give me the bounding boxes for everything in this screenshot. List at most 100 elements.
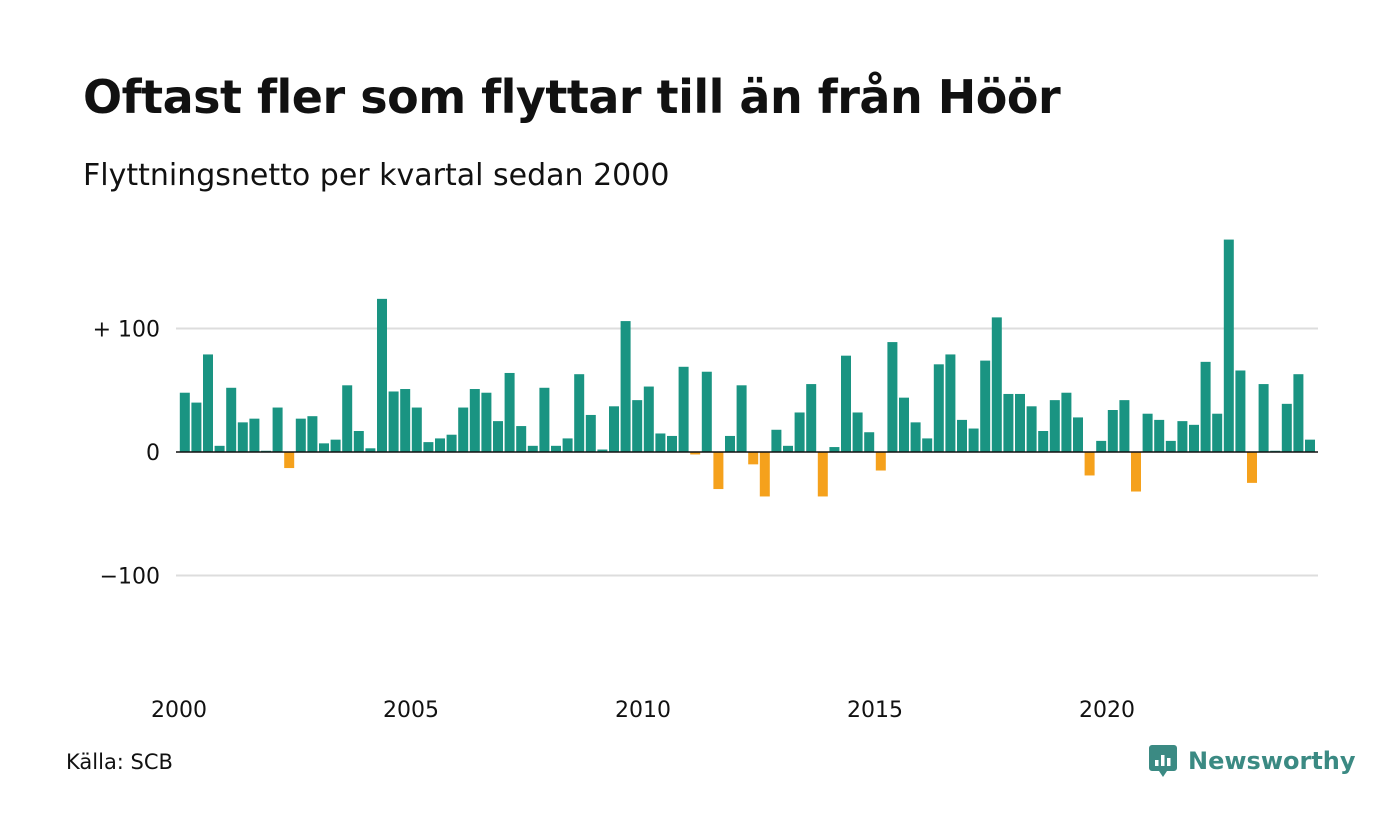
bar [817, 452, 828, 497]
chart-subtitle: Flyttningsnetto per kvartal sedan 2000 [83, 158, 670, 193]
bar [1119, 400, 1130, 452]
bar [458, 407, 469, 452]
bar [377, 298, 387, 452]
bar [551, 445, 561, 452]
bar [574, 374, 585, 452]
bar [991, 317, 1002, 452]
bar [736, 385, 747, 452]
bar [1049, 400, 1060, 452]
bar [759, 452, 770, 497]
bar [701, 371, 712, 452]
bar [1142, 413, 1153, 452]
bar [249, 418, 260, 452]
brand-name: Newsworthy [1188, 747, 1356, 775]
bar [411, 407, 422, 452]
bar [968, 428, 979, 452]
bar [1165, 440, 1176, 452]
bar [226, 387, 237, 452]
bar [783, 445, 793, 452]
bar [794, 412, 805, 452]
bar [388, 391, 399, 452]
bar [643, 386, 654, 452]
newsworthy-logo-icon [1149, 745, 1177, 777]
bar [539, 387, 550, 452]
bar [1038, 431, 1049, 452]
bar [1189, 424, 1199, 452]
bar [829, 447, 840, 452]
bar [771, 429, 782, 452]
bar [910, 422, 921, 452]
bar [678, 366, 689, 452]
bar [620, 321, 631, 452]
bar [295, 418, 306, 452]
bar [272, 407, 283, 452]
bar [597, 449, 608, 452]
bar [945, 354, 956, 452]
bar [690, 452, 701, 455]
gridlines [176, 327, 1318, 577]
bar [1096, 440, 1107, 452]
bar [852, 412, 863, 452]
bar [1073, 417, 1083, 452]
bar [562, 438, 573, 452]
y-axis-tick-labels: + 100 0 −100 [93, 318, 160, 590]
bar [319, 443, 329, 452]
bar [203, 354, 213, 452]
bar [655, 433, 666, 452]
chart-title: Oftast fler som flyttar till än från Höö… [83, 70, 1061, 124]
bar [365, 448, 376, 452]
brand-logo: Newsworthy [1148, 744, 1356, 778]
source-note: Källa: SCB [66, 750, 173, 774]
y-tick-label: 0 [146, 441, 160, 466]
bar [307, 416, 318, 452]
x-tick-label: 2015 [847, 698, 903, 723]
bar [1131, 452, 1141, 492]
x-tick-label: 2000 [151, 698, 207, 723]
bar [667, 435, 677, 452]
bar [933, 364, 944, 452]
bar [1212, 413, 1223, 452]
bar [237, 422, 248, 452]
bar [214, 445, 225, 452]
bar [179, 392, 190, 452]
bar [353, 431, 364, 452]
bar [1107, 410, 1118, 452]
bar [632, 400, 643, 452]
y-tick-label: + 100 [93, 318, 160, 343]
bar [284, 452, 295, 469]
bar [423, 442, 434, 452]
bar [469, 389, 480, 452]
bar [516, 426, 527, 452]
bar [1003, 393, 1014, 452]
bar [864, 432, 875, 452]
bar [504, 372, 515, 452]
bar [342, 385, 353, 452]
bar [1281, 403, 1292, 452]
bar [191, 402, 202, 452]
bar [806, 384, 817, 452]
bar [875, 452, 886, 471]
bar [1026, 406, 1037, 452]
bar [1154, 419, 1165, 452]
x-tick-label: 2010 [615, 698, 671, 723]
bar [1223, 239, 1234, 452]
bars [179, 239, 1315, 497]
bar [980, 360, 991, 452]
x-axis-tick-labels: 2000 2005 2010 2015 2020 [151, 698, 1135, 723]
bar [887, 342, 898, 452]
bar [957, 419, 967, 452]
y-tick-label: −100 [100, 565, 160, 590]
bar [1015, 393, 1025, 452]
bar [435, 438, 445, 452]
bar [609, 406, 619, 452]
bar [585, 414, 596, 452]
bar [1293, 374, 1304, 452]
bar [400, 389, 411, 452]
x-tick-label: 2005 [383, 698, 439, 723]
bar [1177, 421, 1188, 452]
bar [1200, 361, 1211, 452]
bar [1305, 439, 1315, 452]
bar [527, 445, 538, 452]
bar [481, 392, 492, 452]
bar [841, 355, 851, 452]
